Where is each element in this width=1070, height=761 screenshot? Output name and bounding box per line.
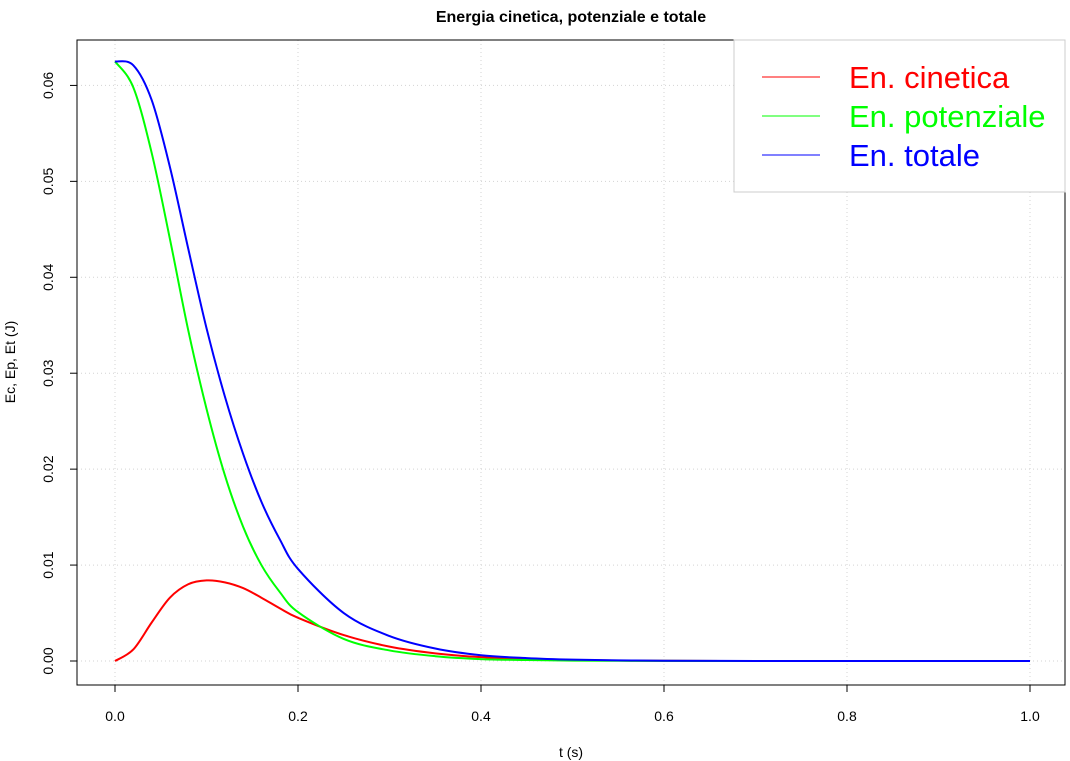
y-tick-label: 0.01 <box>40 551 56 578</box>
y-tick-label: 0.06 <box>40 72 56 99</box>
series-line-en-totale <box>114 60 1030 663</box>
x-axis-label: t (s) <box>559 744 583 760</box>
legend-label: En. potenziale <box>849 99 1045 134</box>
y-tick-label: 0.03 <box>40 359 56 386</box>
x-axis: 0.0 0.2 0.4 0.6 0.8 1.0 <box>105 685 1040 724</box>
y-tick-label: 0.05 <box>40 168 56 195</box>
legend-label: En. totale <box>849 138 980 173</box>
plot-frame <box>76 39 1066 686</box>
grid-lines <box>77 40 1065 685</box>
x-tick-label: 0.8 <box>837 708 857 724</box>
y-axis: 0.00 0.01 0.02 0.03 0.04 0.05 0.06 <box>40 72 77 675</box>
chart-title: Energia cinetica, potenziale e totale <box>436 9 706 26</box>
legend-label: En. cinetica <box>849 60 1010 95</box>
legend: En. cinetica En. potenziale En. totale <box>733 39 1066 193</box>
series-line-en-cinetica <box>114 579 1030 663</box>
y-tick-label: 0.02 <box>40 455 56 482</box>
x-tick-label: 0.6 <box>654 708 674 724</box>
x-tick-label: 0.0 <box>105 708 125 724</box>
y-tick-label: 0.00 <box>40 647 56 674</box>
x-tick-label: 0.4 <box>471 708 491 724</box>
x-tick-label: 0.2 <box>288 708 308 724</box>
x-tick-label: 1.0 <box>1020 708 1040 724</box>
y-tick-label: 0.04 <box>40 263 56 290</box>
y-axis-label: Ec, Ep, Et (J) <box>2 321 18 403</box>
series-layer <box>114 60 1030 663</box>
